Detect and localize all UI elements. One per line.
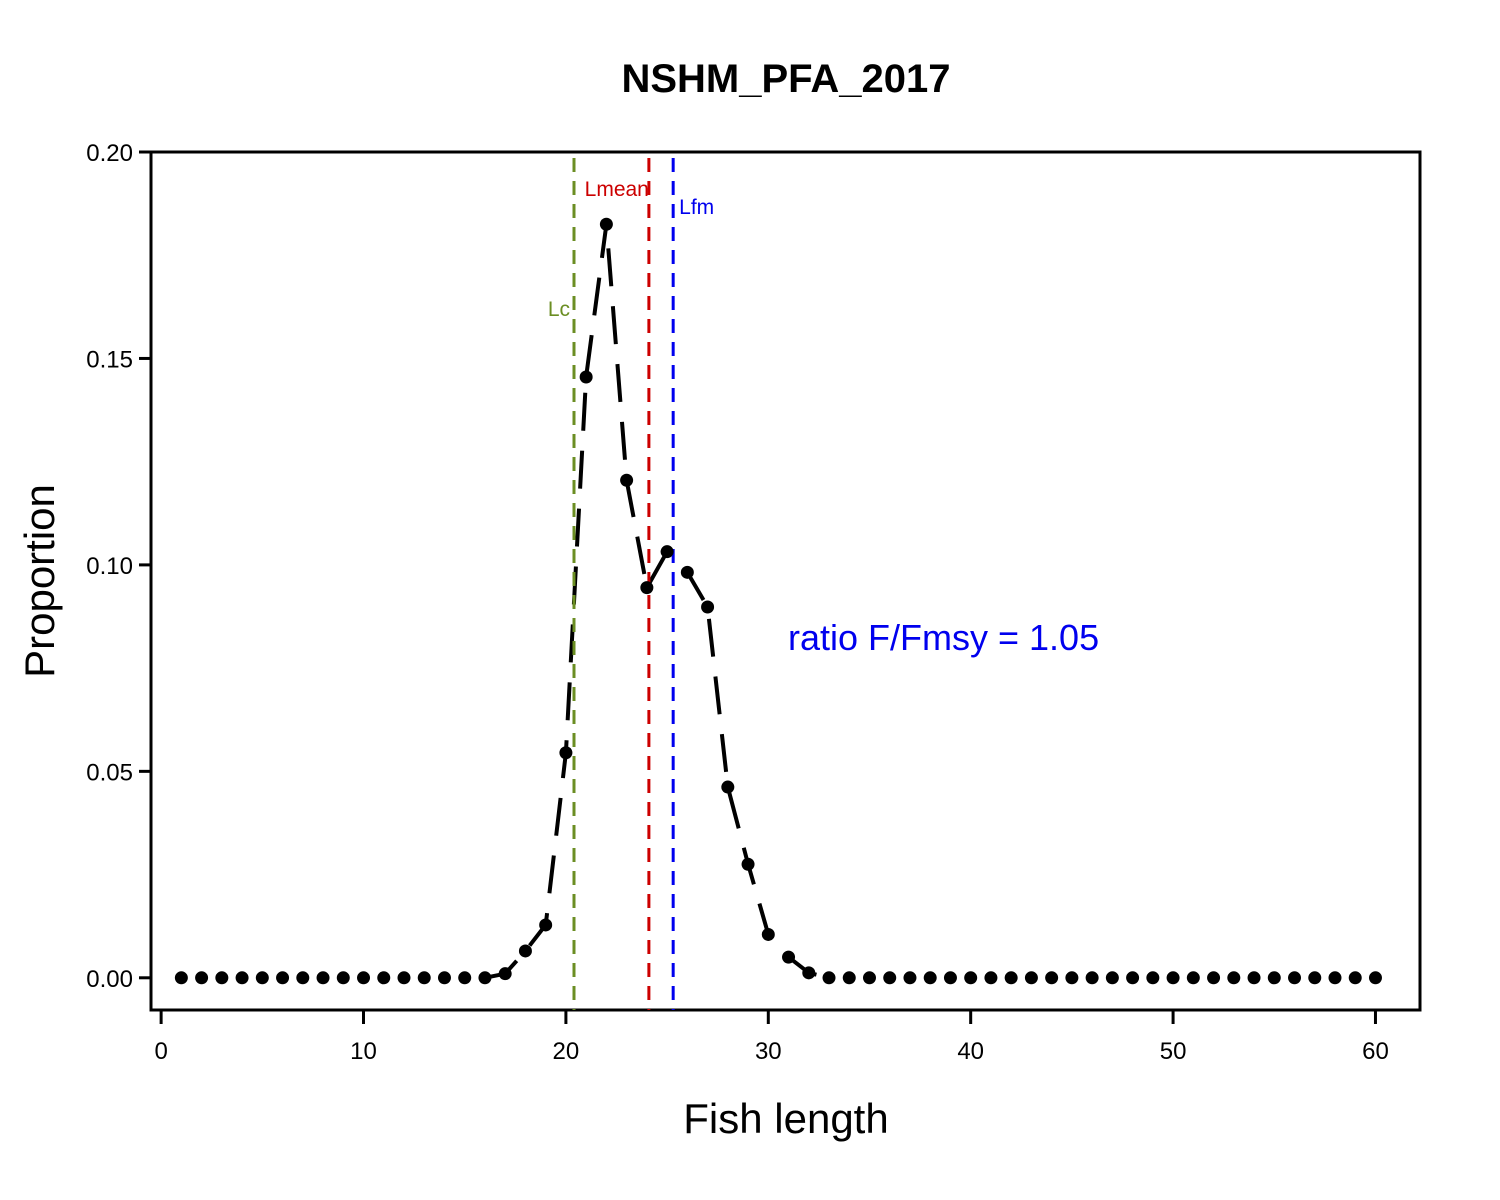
data-point [458,971,472,985]
data-point [1085,971,1099,985]
data-point [761,927,775,941]
x-tick-label: 60 [1362,1038,1389,1065]
vline-label-lmean: Lmean [585,178,649,201]
x-tick-label: 10 [350,1038,377,1065]
data-point [1186,971,1200,985]
data-point [559,746,573,760]
data-point [215,971,229,985]
data-point [701,600,715,614]
data-point [984,971,998,985]
x-axis-label: Fish length [683,1095,888,1142]
data-point [1105,971,1119,985]
data-point [1288,971,1302,985]
data-point [599,217,613,231]
reference-lines-group: Lc Lmean Lfm [548,158,714,1010]
data-point [1004,971,1018,985]
x-tick-label: 40 [957,1038,984,1065]
data-point [276,971,290,985]
x-tick-label: 30 [755,1038,782,1065]
data-point [943,971,957,985]
data-point [336,971,350,985]
axes-group: 0.00 0.05 0.10 0.15 0.20 0 10 20 30 40 50 60 [86,140,1422,1065]
data-point [1207,971,1221,985]
data-point [174,971,188,985]
data-point [1328,971,1342,985]
data-point [417,971,431,985]
ratio-annotation: ratio F/Fmsy = 1.05 [788,617,1099,658]
data-point [235,971,249,985]
data-point [357,971,371,985]
y-tick-label: 0.20 [86,140,133,167]
data-point [883,971,897,985]
data-point [862,971,876,985]
x-tick-label: 20 [553,1038,580,1065]
data-point [620,473,634,487]
data-point [1247,971,1261,985]
y-tick-label: 0.00 [86,966,133,993]
data-point [1146,971,1160,985]
vline-label-lfm: Lfm [679,196,714,219]
data-point [1308,971,1322,985]
data-point [397,971,411,985]
vline-label-lc: Lc [548,298,570,321]
data-point [296,971,310,985]
data-point [579,370,593,384]
data-point [539,918,553,932]
x-tick-label: 0 [154,1038,167,1065]
data-point [660,545,674,559]
y-tick-label: 0.05 [86,759,133,786]
data-point [822,971,836,985]
data-point [377,971,391,985]
data-point [640,581,654,595]
data-point [1348,971,1362,985]
data-point [195,971,209,985]
data-point [1024,971,1038,985]
fit-curve [484,222,830,980]
data-point [1267,971,1281,985]
data-point [518,944,532,958]
data-point [1065,971,1079,985]
data-point [903,971,917,985]
x-tick-label: 50 [1160,1038,1187,1065]
data-point [923,971,937,985]
data-point [680,565,694,579]
data-points-group [174,217,1382,985]
data-point [478,971,492,985]
y-axis-label: Proportion [16,484,63,678]
data-point [964,971,978,985]
data-point [721,780,735,794]
y-tick-label: 0.15 [86,346,133,373]
y-tick-label: 0.10 [86,553,133,580]
data-point [437,971,451,985]
plot-frame [149,150,1422,1012]
chart-title: NSHM_PFA_2017 [621,57,950,101]
data-point [782,950,796,964]
data-point [741,857,755,871]
fit-curve-group [484,222,830,980]
data-point [498,967,512,981]
data-point [316,971,330,985]
data-point [255,971,269,985]
data-point [842,971,856,985]
data-point [802,966,816,980]
data-point [1045,971,1059,985]
data-point [1126,971,1140,985]
data-point [1227,971,1241,985]
data-point [1368,971,1382,985]
data-point [1166,971,1180,985]
